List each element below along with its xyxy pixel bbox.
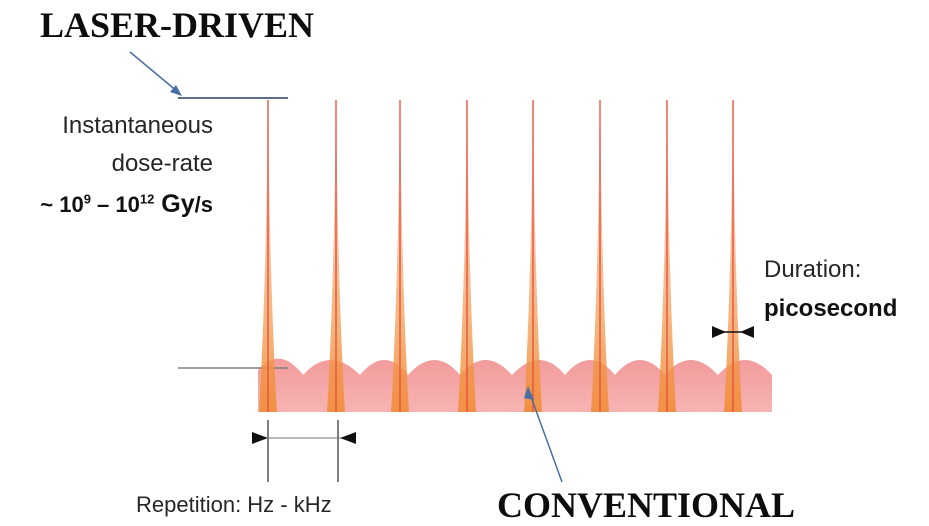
- laser-pulse: [591, 100, 609, 412]
- laser-pulse: [391, 100, 409, 412]
- laser-pulse: [524, 100, 542, 412]
- repetition-marker: [252, 420, 356, 482]
- laser-driven-title: LASER-DRIVEN: [40, 5, 315, 45]
- repetition-label: Repetition: Hz - kHz: [136, 492, 332, 517]
- duration-value: picosecond: [764, 295, 898, 322]
- conventional-dose-band: [258, 358, 772, 412]
- conventional-arrow: [524, 386, 563, 483]
- laser-pulse: [259, 100, 277, 412]
- duration-marker: [712, 326, 754, 338]
- dose-label-line1: Instantaneous: [62, 112, 213, 139]
- duration-label: Duration:: [764, 256, 862, 283]
- laser-pulse: [724, 100, 742, 412]
- laser-pulse: [658, 100, 676, 412]
- laser-arrow: [129, 51, 182, 96]
- laser-pulse: [327, 100, 345, 412]
- dose-label-line2: dose-rate: [111, 150, 213, 177]
- conventional-title: CONVENTIONAL: [497, 485, 796, 525]
- laser-pulse: [458, 100, 476, 412]
- dose-rate-value: ~ 109 – 1012 Gy/s: [40, 190, 213, 218]
